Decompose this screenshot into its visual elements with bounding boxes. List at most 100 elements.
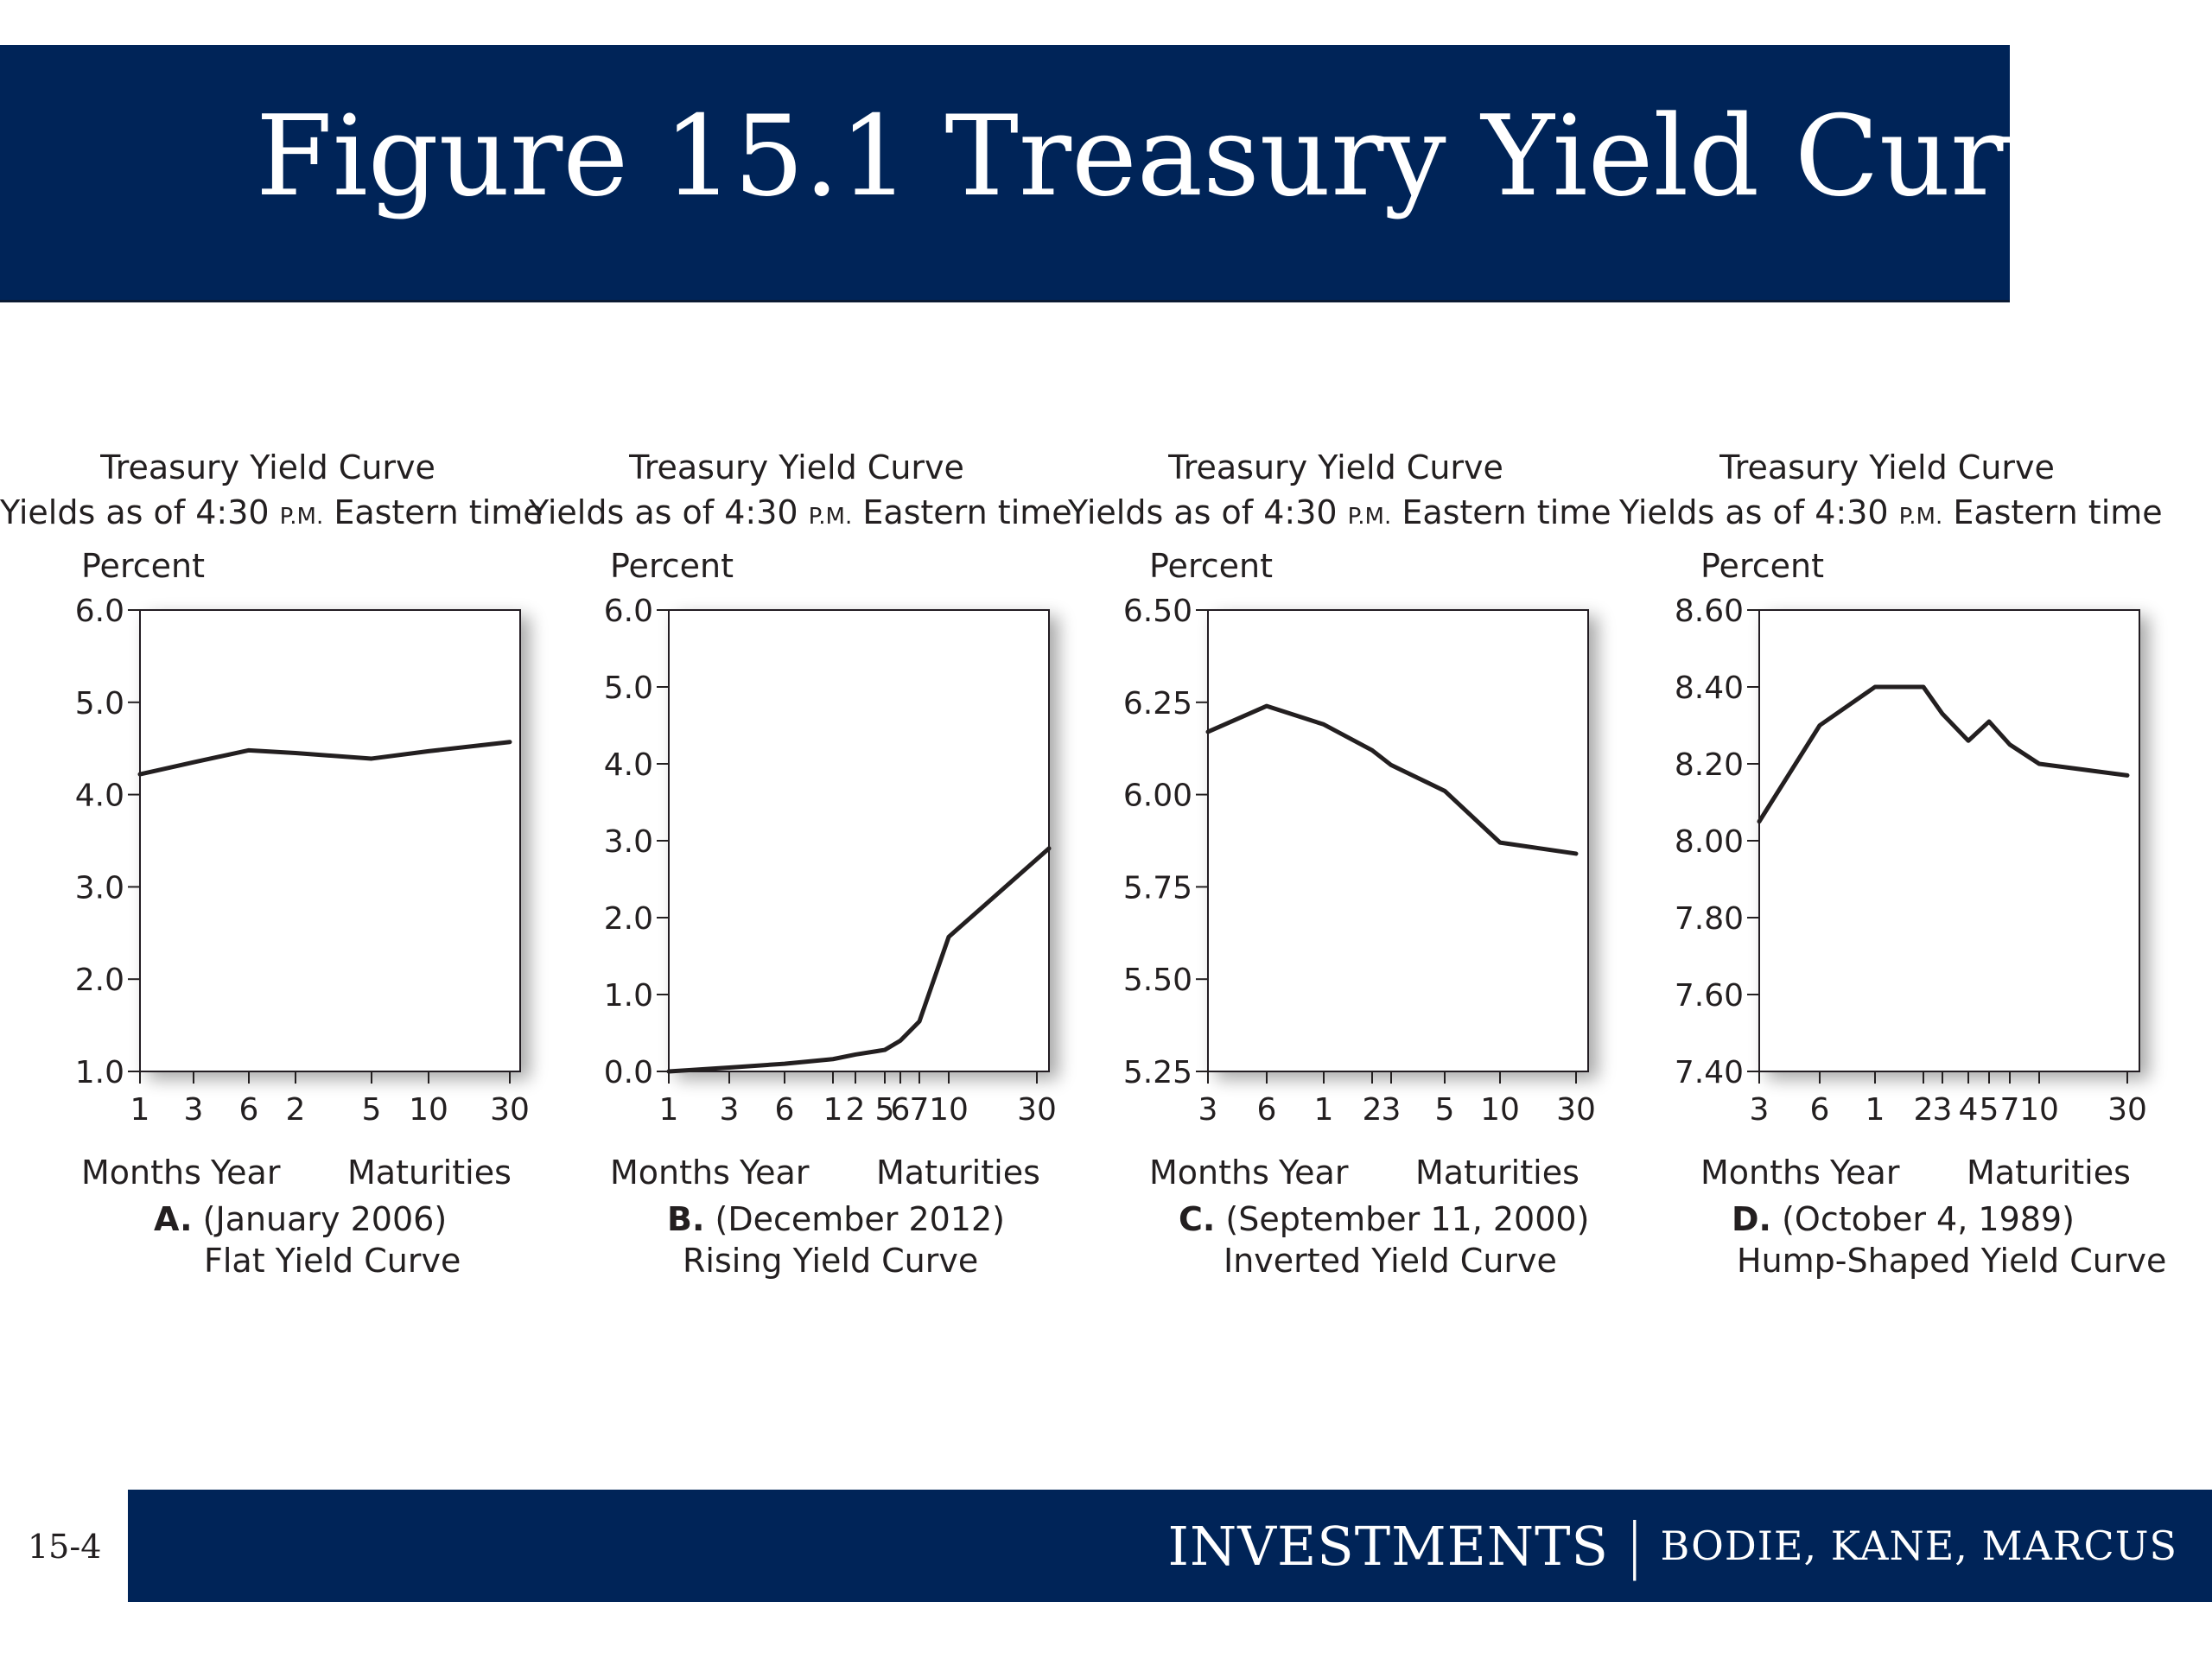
subtitle-suffix: Eastern time [1391, 493, 1611, 531]
subtitle-suffix: Eastern time [1942, 493, 2163, 531]
subtitle-suffix: Eastern time [323, 493, 543, 531]
x-label-year: Year [740, 1154, 810, 1192]
panel-date: B. (December 2012) [667, 1203, 1005, 1236]
x-tick-label: 2 [1914, 1092, 1934, 1128]
y-tick-label: 7.80 [1675, 901, 1744, 937]
panel-date: A. (January 2006) [154, 1203, 447, 1236]
x-tick-label: 3 [1198, 1092, 1218, 1128]
x-tick-label: 1 [1866, 1092, 1885, 1128]
x-label-maturities: Maturities [1415, 1154, 1580, 1192]
page-number: 15-4 [28, 1528, 102, 1566]
chart-subtitle: Yields as of 4:30 P.M. Eastern time [1619, 496, 2163, 530]
yield-curve-panel: Treasury Yield Curve Yields as of 4:30 P.… [0, 0, 543, 1296]
footer-separator: | [1624, 1510, 1645, 1581]
x-tick-label: 2 [286, 1092, 306, 1128]
panel-date: C. (September 11, 2000) [1179, 1203, 1589, 1236]
x-tick-label: 1 [823, 1092, 843, 1128]
x-tick-label: 3 [1382, 1092, 1402, 1128]
plot-frame [1758, 609, 2140, 1072]
y-tick-label: 8.20 [1675, 747, 1744, 783]
x-tick-label: 6 [1810, 1092, 1830, 1128]
x-label-months: Months [81, 1154, 201, 1192]
y-tick-label: 6.00 [1123, 779, 1192, 814]
subtitle-prefix: Yields as of 4:30 [1068, 493, 1348, 531]
chart-title: Treasury Yield Curve [1168, 448, 1503, 486]
panel-letter: C. [1179, 1200, 1216, 1238]
subtitle-suffix: Eastern time [852, 493, 1072, 531]
chart-title: Treasury Yield Curve [100, 448, 435, 486]
x-tick-label: 5 [362, 1092, 382, 1128]
panel-letter: D. [1732, 1200, 1771, 1238]
y-tick-label: 4.0 [75, 779, 124, 814]
x-tick-label: 10 [2019, 1092, 2059, 1128]
x-label-year: Year [1279, 1154, 1349, 1192]
yield-curve-plot: 6.506.256.005.755.505.253 6 1 2 3 5 10 30 [1123, 594, 1596, 1128]
y-axis-label: Percent [81, 547, 205, 585]
x-label-maturities: Maturities [347, 1154, 512, 1192]
y-tick-label: 8.60 [1675, 594, 1744, 629]
y-tick-label: 8.40 [1675, 671, 1744, 706]
yield-curve-panel: Treasury Yield Curve Yields as of 4:30 P.… [1619, 0, 2166, 1296]
yield-curve-plot: 8.608.408.208.007.807.607.403 6 1 2 3 4 5 7 10 30 [1675, 594, 2147, 1128]
y-tick-label: 6.0 [75, 594, 124, 629]
panel-date-text: (January 2006) [202, 1200, 448, 1238]
x-label-maturities: Maturities [876, 1154, 1040, 1192]
plot-frame [1207, 609, 1589, 1072]
y-tick-label: 6.50 [1123, 594, 1192, 629]
x-tick-label: 6 [1257, 1092, 1277, 1128]
yield-curve-shape-label: Flat Yield Curve [204, 1242, 461, 1280]
slide-title: Figure 15.1 Treasury Yield Curves [256, 92, 2189, 221]
panel-date-text: (October 4, 1989) [1782, 1200, 2075, 1238]
footer-brand: INVESTMENTS [1167, 1514, 1609, 1578]
x-tick-label: 5 [1435, 1092, 1455, 1128]
x-tick-label: 10 [929, 1092, 969, 1128]
footer-brand-block: INVESTMENTS | BODIE, KANE, MARCUS [1168, 1490, 2178, 1602]
y-tick-label: 3.0 [604, 824, 653, 860]
x-tick-label: 30 [490, 1092, 530, 1128]
x-tick-label: 3 [184, 1092, 204, 1128]
subtitle-pm: P.M. [279, 504, 324, 530]
x-tick-label: 30 [2107, 1092, 2147, 1128]
subtitle-prefix: Yields as of 4:30 [0, 493, 280, 531]
subtitle-pm: P.M. [1898, 504, 1943, 530]
title-banner [0, 45, 2010, 302]
y-tick-label: 5.25 [1123, 1055, 1192, 1090]
y-tick-label: 6.0 [604, 594, 653, 629]
x-tick-label: 6 [775, 1092, 795, 1128]
yield-curve-plot: 6.0 5.0 4.0 3.0 2.0 1.01 3 6 2 5 10 30 [75, 594, 530, 1128]
x-label-months: Months [1149, 1154, 1269, 1192]
y-tick-label: 8.00 [1675, 824, 1744, 860]
yield-curve-line [666, 846, 1052, 1074]
y-axis-label: Percent [1149, 547, 1273, 585]
x-tick-label: 2 [846, 1092, 866, 1128]
y-tick-label: 2.0 [75, 963, 124, 998]
yield-curve-shape-label: Hump-Shaped Yield Curve [1737, 1242, 2167, 1280]
y-tick-label: 2.0 [604, 901, 653, 937]
y-axis-label: Percent [610, 547, 734, 585]
y-tick-label: 3.0 [75, 870, 124, 906]
y-tick-label: 5.50 [1123, 963, 1192, 998]
yield-curve-line [1205, 703, 1579, 856]
x-tick-label: 2 [1363, 1092, 1382, 1128]
panel-letter: B. [667, 1200, 705, 1238]
chart-subtitle: Yields as of 4:30 P.M. Eastern time [529, 496, 1072, 529]
subtitle-pm: P.M. [1347, 504, 1392, 530]
yield-curve-shape-label: Rising Yield Curve [683, 1242, 979, 1280]
yield-curve-panel: Treasury Yield Curve Yields as of 4:30 P.… [1068, 0, 1611, 1296]
panel-date: D. (October 4, 1989) [1732, 1203, 2075, 1236]
x-tick-label: 7 [910, 1092, 930, 1128]
y-tick-label: 5.0 [604, 671, 653, 706]
y-tick-label: 5.0 [75, 686, 124, 721]
x-tick-label: 30 [1556, 1092, 1596, 1128]
x-tick-label: 5 [875, 1092, 895, 1128]
y-tick-label: 1.0 [75, 1055, 124, 1090]
yield-curve-shape-label: Inverted Yield Curve [1224, 1242, 1557, 1280]
x-tick-label: 4 [1959, 1092, 1979, 1128]
chart-title: Treasury Yield Curve [1719, 448, 2055, 486]
y-tick-label: 7.40 [1675, 1055, 1744, 1090]
chart-subtitle: Yields as of 4:30 P.M. Eastern time [0, 493, 543, 531]
panel-date-text: (December 2012) [715, 1200, 1006, 1238]
y-tick-label: 6.25 [1123, 686, 1192, 721]
x-label-months: Months [1700, 1154, 1821, 1192]
y-tick-label: 7.60 [1675, 978, 1744, 1014]
